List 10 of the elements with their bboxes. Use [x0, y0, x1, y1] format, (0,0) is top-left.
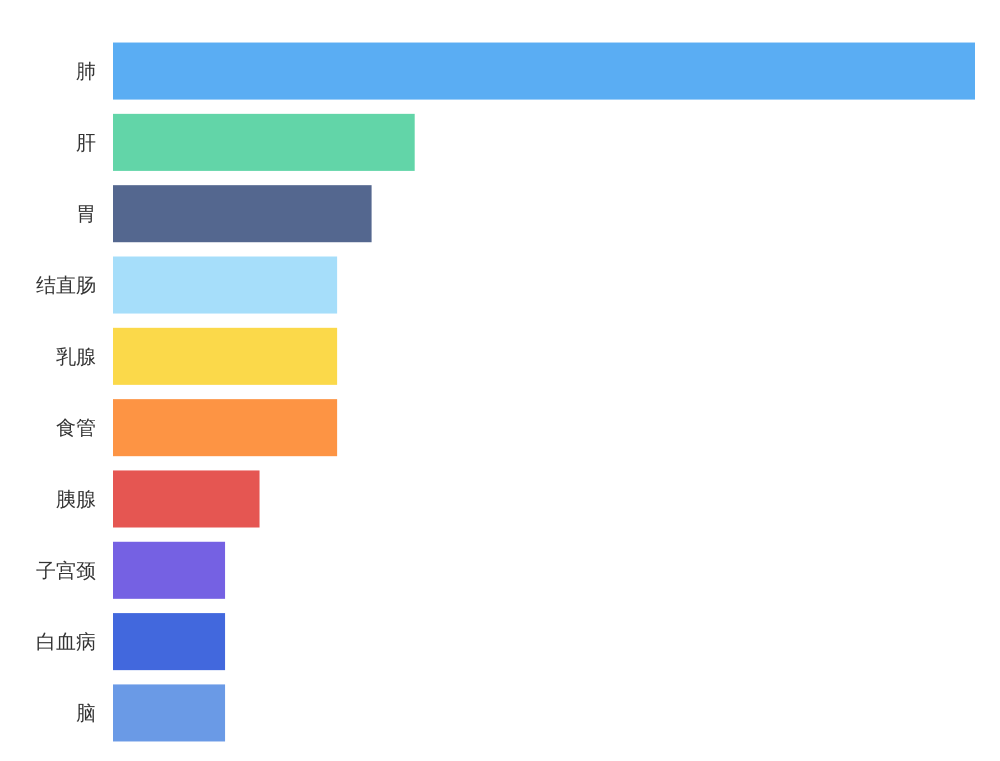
- y-tick-label: 子宫颈: [36, 558, 96, 582]
- y-tick-label: 肺: [76, 59, 96, 84]
- y-tick-label: 脑: [76, 700, 96, 725]
- y-tick-label: 食管: [56, 416, 96, 440]
- y-tick-label: 肝: [76, 130, 96, 154]
- y-tick-label: 乳腺: [56, 344, 96, 368]
- y-tick-label: 胃: [76, 202, 96, 226]
- y-tick-label: 白血病: [36, 630, 96, 654]
- y-tick-label: 结直肠: [36, 273, 96, 298]
- y-tick-label: 胰腺: [56, 486, 96, 511]
